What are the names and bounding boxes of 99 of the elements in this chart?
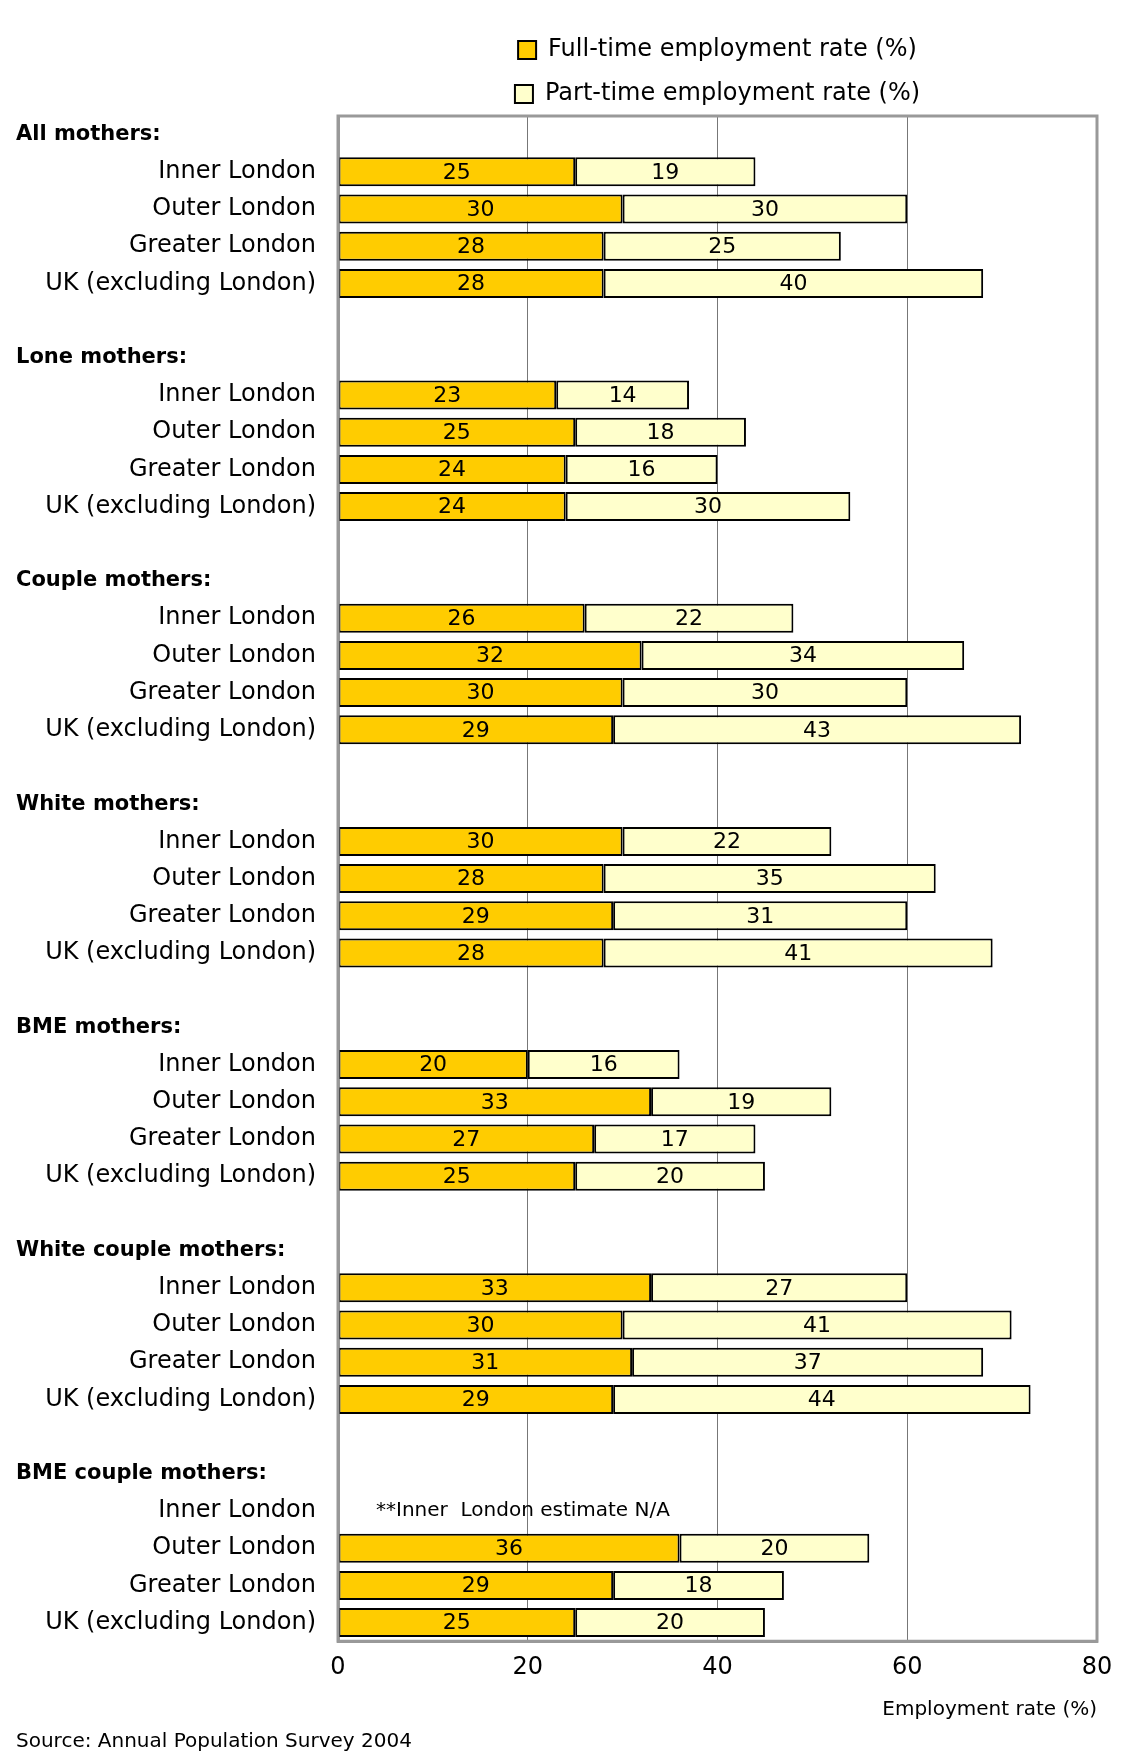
text: Couple mothers: <box>16 567 212 592</box>
y-tick-label: Greater London <box>128 453 316 482</box>
data-label: 41 <box>803 1311 832 1337</box>
data-label: 36 <box>495 1534 524 1560</box>
text: BME couple mothers: <box>16 1460 267 1485</box>
y-tick-label: Outer London <box>152 1309 316 1338</box>
x-tick-label: 20 <box>512 1651 544 1680</box>
data-label: 33 <box>480 1274 509 1300</box>
data-label: 29 <box>461 1386 490 1412</box>
x-tick-label: 0 <box>330 1651 346 1680</box>
data-label: 34 <box>788 642 817 668</box>
y-tick-label: Outer London <box>152 1086 316 1115</box>
data-label: 18 <box>684 1572 713 1598</box>
data-label: 22 <box>712 828 741 854</box>
data-label: 31 <box>471 1348 500 1374</box>
data-label: 25 <box>442 158 471 184</box>
data-label: 17 <box>660 1125 689 1151</box>
data-label: 30 <box>750 679 779 705</box>
data-label: 30 <box>466 679 495 705</box>
data-label: 30 <box>750 195 779 221</box>
data-label: 25 <box>442 1162 471 1188</box>
y-tick-label: Greater London <box>128 1123 316 1152</box>
text: Lone mothers: <box>16 344 188 369</box>
data-label: 31 <box>746 902 775 928</box>
y-tick-label: Greater London <box>128 900 316 929</box>
y-tick-label: Inner London <box>158 1272 316 1301</box>
y-tick-label: UK (excluding London) <box>45 267 316 296</box>
legend-label: Part-time employment rate (%) <box>544 78 921 107</box>
data-label: 27 <box>765 1274 794 1300</box>
data-label: 40 <box>779 270 808 296</box>
text: BME mothers: <box>16 1013 182 1038</box>
y-tick-label: UK (excluding London) <box>45 1383 316 1412</box>
data-label: 30 <box>694 493 723 519</box>
data-label: 25 <box>708 232 737 258</box>
y-tick-label: Greater London <box>128 1569 316 1598</box>
data-label: 20 <box>419 1051 448 1077</box>
y-tick-label: Inner London <box>158 602 316 631</box>
data-label: 25 <box>442 418 471 444</box>
y-tick-label: UK (excluding London) <box>45 1160 316 1189</box>
data-label: 28 <box>457 270 486 296</box>
y-tick-label: Greater London <box>128 676 316 705</box>
data-label: 30 <box>466 828 495 854</box>
data-label: 29 <box>461 902 490 928</box>
data-label: 23 <box>433 381 462 407</box>
data-label: 44 <box>807 1386 836 1412</box>
y-tick-label: UK (excluding London) <box>45 937 316 966</box>
data-label: 35 <box>755 865 784 891</box>
annotation: **Inner London estimate N/A <box>376 1497 671 1522</box>
data-label: 43 <box>803 716 832 742</box>
data-label: 29 <box>461 1572 490 1598</box>
y-tick-label: Greater London <box>128 230 316 259</box>
text: White couple mothers: <box>16 1237 286 1262</box>
y-tick-label: Inner London <box>158 825 316 854</box>
data-label: 20 <box>656 1609 685 1635</box>
data-label: 28 <box>457 232 486 258</box>
data-label: 24 <box>438 493 467 519</box>
data-label: 16 <box>627 456 656 482</box>
y-tick-label: Inner London <box>158 379 316 408</box>
data-label: 33 <box>480 1088 509 1114</box>
y-tick-label: UK (excluding London) <box>45 490 316 519</box>
data-label: 26 <box>447 604 476 630</box>
y-tick-label: Inner London <box>158 1048 316 1077</box>
text: White mothers: <box>16 790 200 815</box>
data-label: 18 <box>646 418 675 444</box>
data-label: 20 <box>760 1534 789 1560</box>
y-tick-label: UK (excluding London) <box>45 1606 316 1635</box>
y-tick-label: Greater London <box>128 1346 316 1375</box>
y-tick-label: Outer London <box>152 862 316 891</box>
y-tick-label: Outer London <box>152 1532 316 1561</box>
y-tick-label: Inner London <box>158 1495 316 1524</box>
y-tick-label: Inner London <box>158 156 316 185</box>
data-label: 14 <box>608 381 637 407</box>
data-label: 20 <box>656 1162 685 1188</box>
data-label: 29 <box>461 716 490 742</box>
legend-label: Full-time employment rate (%) <box>548 34 917 63</box>
y-tick-label: Outer London <box>152 416 316 445</box>
data-label: 30 <box>466 195 495 221</box>
text: All mothers: <box>16 121 161 146</box>
data-label: 28 <box>457 939 486 965</box>
source-note: Source: Annual Population Survey 2004 <box>16 1728 412 1753</box>
x-tick-label: 60 <box>891 1651 923 1680</box>
data-label: 22 <box>675 604 704 630</box>
y-tick-label: UK (excluding London) <box>45 714 316 743</box>
data-label: 27 <box>452 1125 481 1151</box>
x-tick-label: 40 <box>702 1651 733 1680</box>
x-tick-label: 80 <box>1081 1651 1113 1680</box>
y-tick-label: Outer London <box>152 193 316 222</box>
data-label: 30 <box>466 1311 495 1337</box>
data-label: 32 <box>476 642 505 668</box>
data-label: 25 <box>442 1609 471 1635</box>
data-label: 24 <box>438 456 467 482</box>
x-axis-title: Employment rate (%) <box>882 1696 1097 1721</box>
data-label: 28 <box>457 865 486 891</box>
data-label: 19 <box>727 1088 756 1114</box>
data-label: 37 <box>793 1348 822 1374</box>
data-label: 19 <box>651 158 680 184</box>
data-label: 16 <box>589 1051 618 1077</box>
y-tick-label: Outer London <box>152 639 316 668</box>
data-label: 41 <box>784 939 813 965</box>
